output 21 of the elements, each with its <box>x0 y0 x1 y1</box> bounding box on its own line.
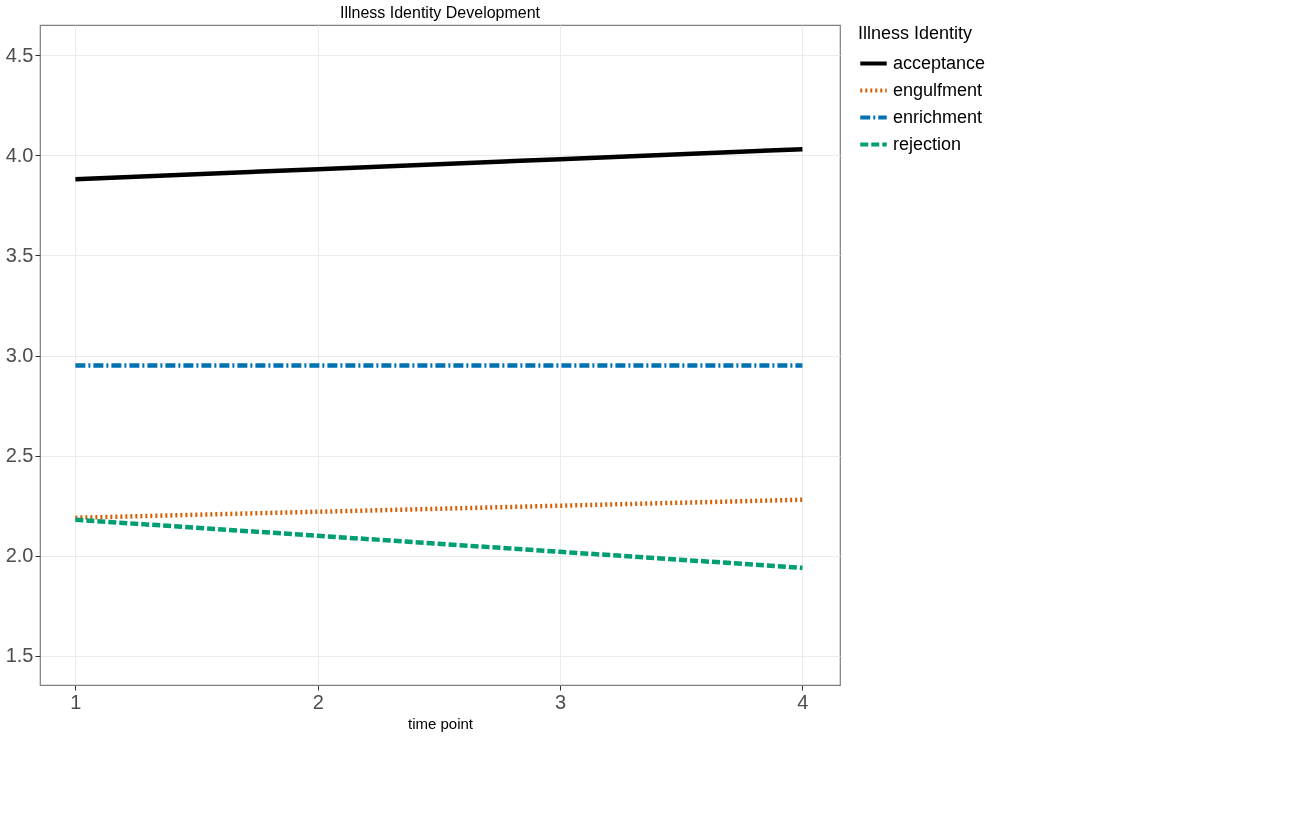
y-tick-label: 4.0 <box>5 143 34 166</box>
y-tick-label: 3.5 <box>5 243 34 266</box>
line-series <box>73 497 805 520</box>
legend-label: enrichment <box>893 106 983 127</box>
legend-label: acceptance <box>893 52 986 73</box>
y-tick-label: 4.5 <box>5 43 34 66</box>
legend-label: engulfment <box>893 79 983 100</box>
y-tick-label: 2.0 <box>5 544 34 567</box>
x-tick-label: 3 <box>555 690 567 713</box>
legend-title: Illness Identity <box>858 23 973 43</box>
x-tick-label: 2 <box>312 690 324 713</box>
line-series <box>73 517 805 571</box>
y-tick-label: 3.0 <box>5 344 34 366</box>
chart-title: Illness Identity Development <box>339 4 541 21</box>
x-tick-label: 1 <box>70 690 82 713</box>
x-tick-label: 4 <box>797 690 809 713</box>
line-series <box>73 146 805 182</box>
y-tick-label: 1.5 <box>5 644 34 667</box>
x-axis-title: time point <box>407 714 474 732</box>
legend-label: rejection <box>893 133 962 154</box>
y-tick-label: 2.5 <box>5 444 34 467</box>
